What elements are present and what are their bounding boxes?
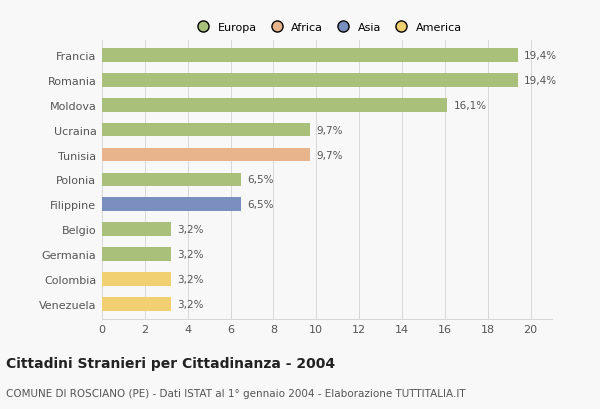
Bar xyxy=(102,247,170,261)
Bar xyxy=(102,173,241,187)
Bar xyxy=(102,49,518,63)
Text: Cittadini Stranieri per Cittadinanza - 2004: Cittadini Stranieri per Cittadinanza - 2… xyxy=(6,356,335,370)
Text: 19,4%: 19,4% xyxy=(524,51,557,61)
Bar xyxy=(102,124,310,137)
Text: 19,4%: 19,4% xyxy=(524,76,557,85)
Text: 16,1%: 16,1% xyxy=(454,101,487,110)
Text: 3,2%: 3,2% xyxy=(177,274,203,284)
Text: 3,2%: 3,2% xyxy=(177,299,203,309)
Text: 9,7%: 9,7% xyxy=(316,125,343,135)
Bar xyxy=(102,223,170,236)
Text: COMUNE DI ROSCIANO (PE) - Dati ISTAT al 1° gennaio 2004 - Elaborazione TUTTITALI: COMUNE DI ROSCIANO (PE) - Dati ISTAT al … xyxy=(6,389,466,398)
Legend: Europa, Africa, Asia, America: Europa, Africa, Asia, America xyxy=(192,22,462,33)
Bar xyxy=(102,198,241,211)
Bar xyxy=(102,148,310,162)
Text: 9,7%: 9,7% xyxy=(316,150,343,160)
Bar xyxy=(102,99,447,112)
Text: 6,5%: 6,5% xyxy=(248,175,274,185)
Bar xyxy=(102,74,518,88)
Bar xyxy=(102,297,170,311)
Text: 3,2%: 3,2% xyxy=(177,225,203,235)
Bar xyxy=(102,272,170,286)
Text: 3,2%: 3,2% xyxy=(177,249,203,259)
Text: 6,5%: 6,5% xyxy=(248,200,274,210)
